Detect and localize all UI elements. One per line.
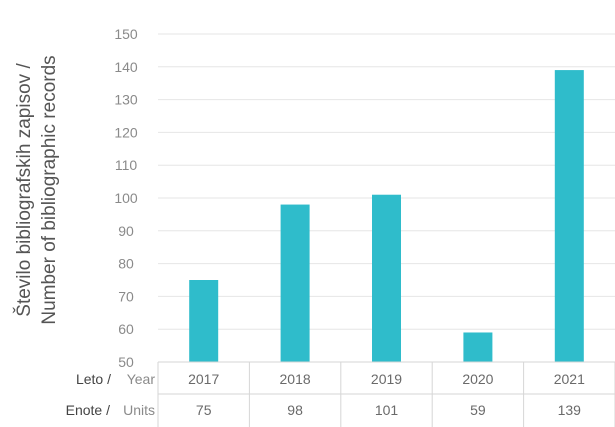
y-tick-label: 120 [114, 124, 138, 140]
y-tick-label: 80 [118, 256, 134, 272]
year-cell: 2017 [188, 371, 219, 387]
units-row-header-en: Units [123, 402, 155, 418]
year-row-header-en: Year [127, 371, 156, 387]
y-axis-ticks: 50 60 70 80 90 100 110 120 130 140 150 [114, 26, 138, 370]
year-cell: 2020 [462, 371, 493, 387]
y-tick-label: 150 [114, 26, 138, 42]
year-cell: 2021 [554, 371, 585, 387]
units-cell: 59 [470, 402, 486, 418]
y-tick-label: 90 [118, 223, 134, 239]
units-cell: 101 [375, 402, 399, 418]
bar-2019 [372, 194, 401, 362]
y-tick-label: 70 [118, 288, 134, 304]
y-tick-label: 130 [114, 92, 138, 108]
y-axis-title-line2: Number of bibliographic records [39, 55, 60, 324]
data-table: 2017 75 2018 98 2019 101 2020 59 2021 139 [157, 361, 615, 427]
y-tick-label: 60 [118, 321, 134, 337]
bar-2020 [463, 332, 493, 362]
bar-2018 [280, 204, 310, 362]
units-cell: 75 [196, 402, 212, 418]
year-cell: 2019 [371, 371, 402, 387]
units-cell: 139 [558, 402, 582, 418]
year-row-header: Leto / [76, 371, 111, 387]
bar-2021 [554, 70, 584, 362]
units-row-header: Enote / [66, 402, 110, 418]
y-tick-label: 50 [118, 354, 134, 370]
bar-2017 [189, 280, 219, 362]
y-axis-title-line1: Število bibliografskih zapisov / [13, 63, 35, 317]
y-tick-label: 100 [114, 190, 138, 206]
bars [189, 70, 584, 362]
y-tick-label: 110 [115, 157, 138, 173]
y-tick-label: 140 [114, 59, 138, 75]
units-cell: 98 [287, 402, 303, 418]
year-cell: 2018 [280, 371, 311, 387]
